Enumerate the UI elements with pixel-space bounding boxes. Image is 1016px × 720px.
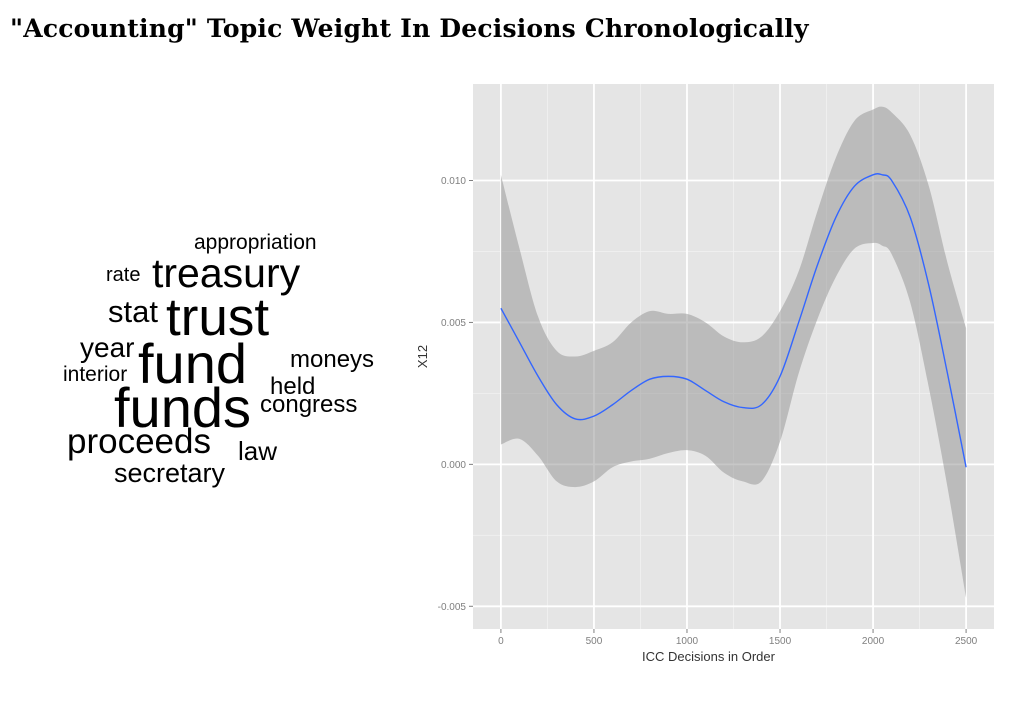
y-axis-ticks: -0.005 0.000 0.005 0.010 xyxy=(438,176,473,613)
cloud-word-secretary: secretary xyxy=(114,458,226,488)
cloud-word-funds: funds xyxy=(114,376,251,439)
cloud-word-stat: stat xyxy=(108,294,158,329)
x-tick-label: 0 xyxy=(498,636,504,647)
cloud-word-law: law xyxy=(238,436,278,466)
x-axis-label: ICC Decisions in Order xyxy=(642,649,776,664)
y-tick-label: 0.010 xyxy=(441,176,466,187)
x-tick-label: 2000 xyxy=(862,636,885,647)
cloud-word-interior: interior xyxy=(63,363,128,386)
y-tick-label: 0.000 xyxy=(441,460,466,471)
cloud-word-trust: trust xyxy=(166,288,270,347)
y-tick-label: 0.005 xyxy=(441,318,466,329)
y-tick-label: -0.005 xyxy=(438,602,467,613)
word-cloud: appropriation rate treasury stat trust y… xyxy=(0,0,420,720)
cloud-word-proceeds: proceeds xyxy=(67,422,211,461)
cloud-word-held: held xyxy=(270,373,316,400)
x-tick-label: 1000 xyxy=(676,636,699,647)
cloud-word-year: year xyxy=(80,332,135,363)
x-tick-label: 1500 xyxy=(769,636,792,647)
smooth-line xyxy=(500,173,967,468)
cloud-word-congress: congress xyxy=(260,391,358,418)
cloud-word-moneys: moneys xyxy=(290,346,375,373)
page-title: "Accounting" Topic Weight In Decisions C… xyxy=(10,14,809,43)
cloud-word-fund: fund xyxy=(138,332,247,395)
x-tick-label: 2500 xyxy=(955,636,978,647)
confidence-band xyxy=(500,106,967,598)
x-axis-ticks: 0 500 1000 1500 2000 2500 xyxy=(498,629,978,647)
cloud-word-rate: rate xyxy=(106,264,141,286)
x-tick-label: 500 xyxy=(586,636,603,647)
cloud-word-appropriation: appropriation xyxy=(194,231,317,254)
y-axis-label: X12 xyxy=(415,345,430,368)
cloud-word-treasury: treasury xyxy=(152,250,301,296)
